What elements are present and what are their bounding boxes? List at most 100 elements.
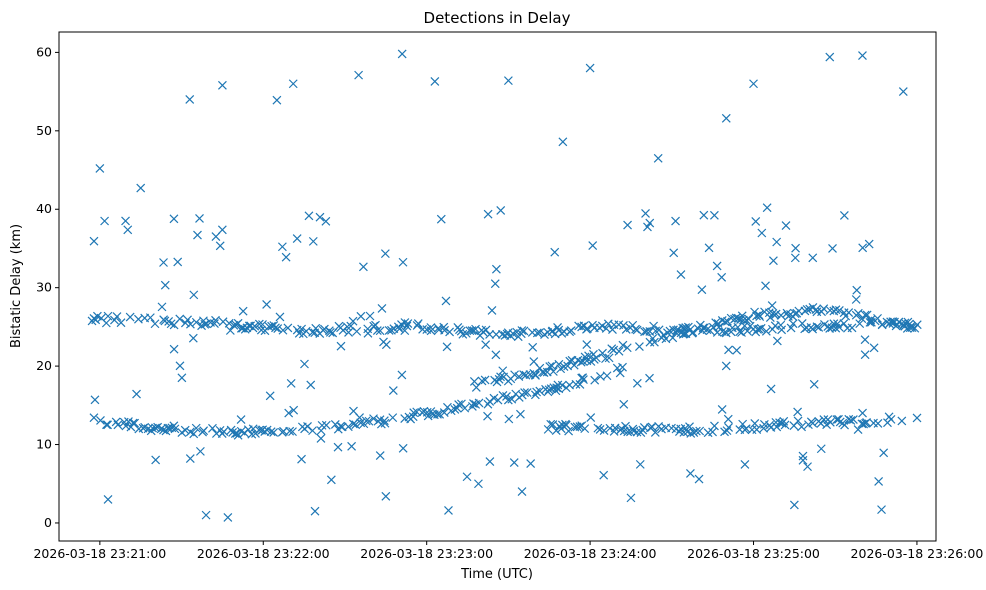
data-point [686,429,696,438]
data-point [113,420,123,430]
data-point [377,303,387,313]
data-point [256,325,266,335]
data-point [498,366,508,376]
data-point [273,324,283,333]
data-point [483,411,492,421]
data-point [308,327,318,337]
data-point [481,325,491,335]
data-point [372,326,382,335]
data-point [645,337,655,347]
data-point [528,342,538,352]
y-tick-label: 50 [36,123,52,138]
data-point [278,325,288,335]
data-point [254,425,264,435]
data-point [724,345,733,355]
data-point [356,418,366,428]
data-point [851,295,861,304]
data-point [632,427,642,437]
data-point [159,425,168,435]
y-tick-label: 40 [36,201,52,216]
data-point [509,458,519,468]
data-point [777,325,787,335]
data-point [183,315,192,325]
data-point [100,216,110,226]
data-point [363,328,373,338]
data-point [439,408,449,417]
data-point [645,373,654,383]
data-point [846,415,856,425]
data-point [906,322,916,331]
data-point [433,323,443,333]
data-point [169,344,179,354]
data-point [761,326,771,336]
data-point [503,395,513,405]
data-point [440,325,449,335]
data-point [687,328,697,338]
data-point [95,164,105,173]
data-point [336,341,346,351]
data-point [545,362,555,371]
data-point [858,243,868,253]
data-point [749,79,758,89]
data-point [189,290,199,300]
data-point [649,321,659,331]
data-point [791,243,801,253]
data-point [180,425,190,435]
data-point [803,462,812,472]
data-point [381,340,391,350]
data-point [90,395,100,405]
data-point [236,415,246,424]
data-point [679,324,689,333]
data-point [481,340,491,350]
data-point [474,398,484,408]
data-point [831,305,841,315]
data-point [618,362,627,372]
data-point [751,217,761,226]
data-point [577,322,587,332]
data-point [188,333,198,343]
plot-frame [58,31,937,542]
data-point [195,214,204,223]
data-point [379,416,389,426]
data-point [772,336,782,346]
data-point [211,315,220,325]
data-point [599,470,609,480]
data-point [371,320,380,330]
data-point [708,427,717,437]
data-point [173,257,183,267]
data-point [553,323,562,332]
data-point [552,383,562,393]
data-point [564,426,574,436]
data-point [519,370,528,379]
data-point [852,285,862,295]
data-point [738,419,748,429]
data-point [554,325,564,335]
data-point [112,312,122,322]
data-point [802,305,812,314]
data-point [786,323,796,333]
data-point [839,319,849,328]
data-point [912,320,922,330]
data-point [189,429,199,439]
data-point [532,387,542,397]
data-point [358,262,368,272]
data-point [170,424,180,434]
data-point [797,422,807,432]
data-point [761,281,770,291]
data-point [185,95,195,104]
data-point [169,214,179,224]
data-point [217,225,227,235]
data-point [579,375,588,384]
data-point [635,459,645,469]
data-point [550,247,560,257]
y-tick-label: 10 [36,437,52,452]
data-point [413,319,423,329]
data-point [375,451,385,460]
data-point [879,448,889,458]
data-point [266,427,276,437]
data-point [623,220,632,230]
data-point [101,318,111,328]
y-axis-label: Bistatic Delay (km) [9,224,24,348]
y-tick-label: 20 [36,358,52,373]
data-point [225,326,235,335]
